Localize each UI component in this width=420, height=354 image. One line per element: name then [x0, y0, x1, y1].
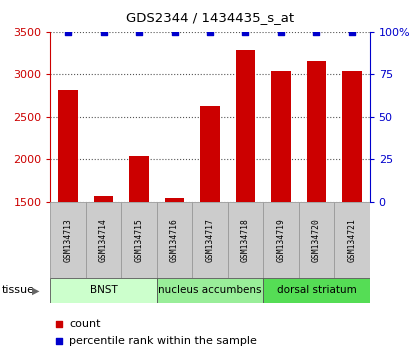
Text: nucleus accumbens: nucleus accumbens	[158, 285, 262, 295]
Text: BNST: BNST	[90, 285, 118, 295]
Text: GSM134721: GSM134721	[347, 218, 356, 262]
Text: GSM134715: GSM134715	[134, 218, 144, 262]
Point	[278, 29, 284, 35]
Text: ▶: ▶	[32, 285, 39, 295]
Point	[65, 29, 71, 35]
Bar	[263, 278, 370, 303]
Bar	[228, 202, 263, 278]
Text: tissue: tissue	[2, 285, 35, 295]
Bar	[200, 106, 220, 202]
Text: GSM134716: GSM134716	[170, 218, 179, 262]
Point	[136, 29, 142, 35]
Point	[100, 29, 107, 35]
Text: GSM134719: GSM134719	[276, 218, 286, 262]
Bar	[58, 90, 78, 202]
Bar	[236, 50, 255, 202]
Text: count: count	[69, 319, 101, 329]
Point	[55, 338, 62, 343]
Bar	[50, 278, 157, 303]
Bar	[342, 71, 362, 202]
Point	[55, 321, 62, 327]
Text: GSM134718: GSM134718	[241, 218, 250, 262]
Bar	[334, 202, 370, 278]
Bar	[94, 196, 113, 202]
Text: percentile rank within the sample: percentile rank within the sample	[69, 336, 257, 346]
Bar	[121, 202, 157, 278]
Point	[242, 29, 249, 35]
Bar	[50, 202, 86, 278]
Point	[349, 29, 355, 35]
Text: GSM134717: GSM134717	[205, 218, 215, 262]
Bar	[129, 156, 149, 202]
Bar	[86, 202, 121, 278]
Text: GDS2344 / 1434435_s_at: GDS2344 / 1434435_s_at	[126, 11, 294, 24]
Bar	[271, 71, 291, 202]
Bar	[307, 61, 326, 202]
Bar	[192, 202, 228, 278]
Bar	[157, 278, 263, 303]
Bar	[299, 202, 334, 278]
Point	[171, 29, 178, 35]
Text: dorsal striatum: dorsal striatum	[276, 285, 356, 295]
Text: GSM134720: GSM134720	[312, 218, 321, 262]
Bar	[263, 202, 299, 278]
Bar	[157, 202, 192, 278]
Text: GSM134714: GSM134714	[99, 218, 108, 262]
Point	[313, 29, 320, 35]
Text: GSM134713: GSM134713	[64, 218, 73, 262]
Point	[207, 29, 213, 35]
Bar	[165, 198, 184, 202]
